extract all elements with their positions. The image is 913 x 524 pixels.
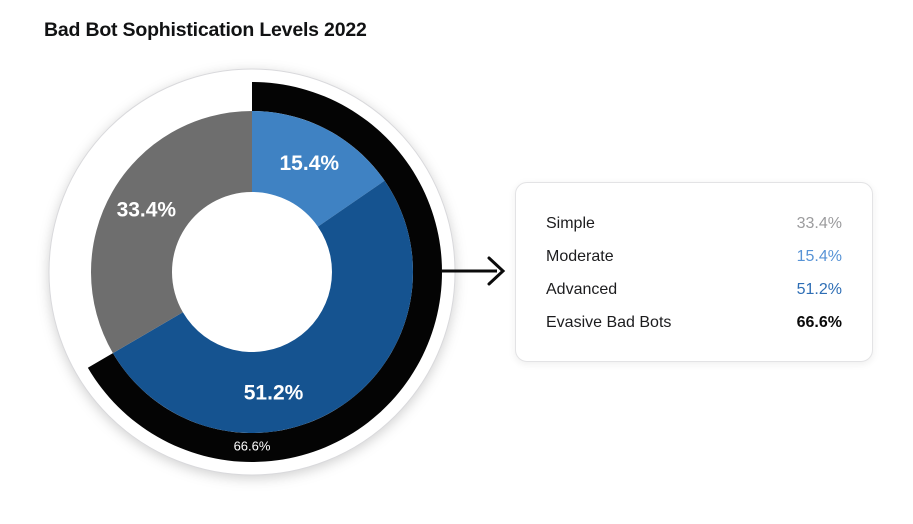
legend-label: Simple <box>546 214 595 232</box>
legend-row-simple: Simple 33.4% <box>546 207 842 240</box>
legend-row-moderate: Moderate 15.4% <box>546 240 842 273</box>
slice-advanced <box>112 180 413 433</box>
legend-row-advanced: Advanced 51.2% <box>546 273 842 306</box>
legend-card: Simple 33.4% Moderate 15.4% Advanced 51.… <box>515 182 873 362</box>
legend-value: 51.2% <box>796 280 842 298</box>
legend-label: Moderate <box>546 247 614 265</box>
legend-label: Evasive Bad Bots <box>546 313 672 331</box>
slice-simple <box>90 110 252 354</box>
legend-value: 15.4% <box>796 247 842 265</box>
slice-label-simple: 33.4% <box>117 199 177 222</box>
arrow-head-icon <box>487 256 506 286</box>
slice-label-advanced: 51.2% <box>244 382 304 405</box>
legend-label: Advanced <box>546 280 618 298</box>
slice-label-moderate: 15.4% <box>280 152 340 175</box>
legend-row-evasive-bad-bots: Evasive Bad Bots 66.6% <box>546 306 842 339</box>
legend-value: 66.6% <box>796 313 842 331</box>
outer-ring-label: 66.6% <box>234 438 271 453</box>
chart-title: Bad Bot Sophistication Levels 2022 <box>44 19 367 41</box>
slice-moderate <box>252 111 385 227</box>
legend-value: 33.4% <box>796 214 842 232</box>
